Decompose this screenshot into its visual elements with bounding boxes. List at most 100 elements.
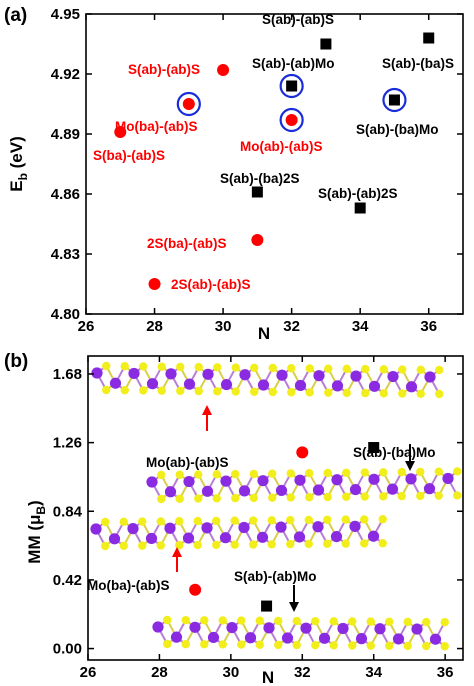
mo-atom: [226, 621, 238, 634]
s-atom: [249, 516, 258, 525]
mo-atom: [275, 484, 288, 497]
s-atom: [324, 388, 333, 397]
mo-atom: [165, 368, 177, 380]
highlight-ring: [382, 87, 407, 113]
s-atom: [181, 615, 190, 625]
mo-atom: [202, 368, 214, 380]
x-tick-label: 34: [365, 664, 382, 681]
y-tick-label: 4.86: [51, 186, 80, 203]
mo-atom: [183, 378, 196, 390]
mo-atom: [337, 622, 349, 635]
s-atom: [102, 361, 111, 371]
s-atom: [231, 363, 240, 372]
data-point-circle: [182, 98, 195, 110]
s-atom: [102, 385, 111, 395]
s-atom: [342, 492, 351, 501]
data-point-circle: [296, 446, 309, 459]
s-atom: [249, 493, 258, 503]
panel-b-marks: [189, 442, 380, 612]
s-atom: [366, 641, 375, 650]
s-atom: [268, 493, 277, 502]
data-point-circle: [189, 583, 202, 596]
s-atom: [379, 389, 388, 398]
s-atom: [348, 617, 357, 626]
s-atom: [348, 641, 357, 650]
s-atom: [230, 516, 239, 525]
s-atom: [366, 617, 375, 626]
s-atom: [119, 517, 128, 527]
s-atom: [398, 365, 407, 374]
mo-atom: [146, 378, 159, 390]
s-atom: [157, 494, 166, 504]
arrow-down-black-upper: [405, 444, 415, 471]
panel-a-x-axis-label: N: [258, 324, 270, 343]
s-atom: [287, 364, 296, 373]
s-atom: [231, 493, 240, 503]
mo-atom: [405, 381, 418, 393]
s-atom: [200, 640, 209, 649]
s-atom: [175, 541, 184, 550]
x-tick-label: 28: [146, 318, 163, 335]
x-tick-label: 36: [420, 318, 437, 335]
s-atom: [101, 517, 110, 527]
s-atom: [305, 364, 314, 373]
s-atom: [139, 386, 148, 395]
data-point-square: [388, 94, 400, 106]
y-tick-label: 4.95: [51, 6, 80, 23]
s-atom: [249, 540, 258, 549]
s-atom: [157, 386, 166, 395]
panel-b-x-axis-label: N: [262, 668, 274, 686]
s-atom: [361, 364, 370, 374]
y-tick-label: 4.92: [51, 66, 80, 83]
structure-chain-3: [90, 515, 387, 551]
s-atom: [361, 388, 370, 398]
mo-atom: [294, 379, 307, 392]
s-atom: [120, 386, 129, 395]
mo-atom: [219, 532, 232, 544]
s-atom: [267, 516, 276, 525]
s-atom: [193, 540, 202, 550]
label-s-ab-ba-mo-35: S(ab)-(ba)Mo: [356, 122, 438, 137]
label-s-ab-ab-mo-b: S(ab)-(ab)Mo: [234, 569, 316, 584]
panel-b-label: (b): [4, 351, 28, 372]
s-atom: [304, 539, 313, 549]
s-atom: [156, 541, 165, 550]
s-atom: [416, 491, 425, 501]
s-atom: [323, 539, 332, 548]
y-tick-label: 0.84: [53, 503, 83, 520]
s-atom: [119, 541, 128, 551]
mo-atom: [128, 367, 140, 380]
mo-atom: [170, 631, 183, 643]
panel-a-marks: [114, 32, 435, 290]
label-s-ab-ab-mo-32: S(ab)-(ab)Mo: [252, 56, 334, 71]
s-atom: [311, 616, 320, 626]
s-atom: [397, 491, 406, 501]
panel-a-plot-frame: [85, 13, 464, 315]
x-tick-label: 36: [437, 664, 454, 681]
mo-atom: [201, 522, 213, 534]
s-atom: [175, 494, 184, 503]
highlight-ring: [279, 107, 304, 133]
s-atom: [422, 641, 431, 651]
s-atom: [237, 616, 246, 625]
s-atom: [329, 641, 338, 650]
s-atom: [360, 539, 369, 548]
panel-b-arrows: [172, 405, 415, 612]
s-atom: [329, 617, 338, 626]
mo-atom: [220, 475, 232, 487]
arrow-down-black-lower: [289, 585, 299, 612]
s-atom: [342, 364, 351, 374]
panel-a-label: (a): [4, 5, 27, 26]
mo-atom: [294, 474, 306, 486]
mo-atom: [429, 633, 442, 645]
mo-atom: [239, 369, 251, 381]
s-atom: [218, 640, 227, 649]
s-atom: [237, 640, 246, 649]
mo-atom: [331, 380, 344, 392]
s-atom: [434, 467, 443, 476]
s-atom: [213, 387, 222, 396]
s-atom: [175, 517, 184, 526]
label-mo-ba-ab-s-29: Mo(ba)-(ab)S: [115, 119, 197, 134]
s-atom: [435, 389, 444, 399]
label-mo-ba-ab-s-b: Mo(ba)-(ab)S: [87, 578, 169, 593]
